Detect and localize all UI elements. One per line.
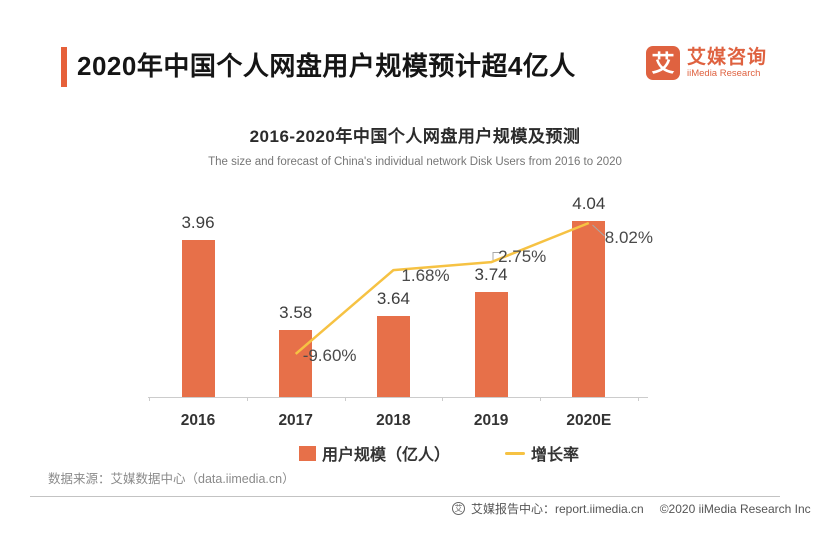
x-axis-tick xyxy=(442,397,444,401)
title-accent-bar xyxy=(61,47,67,87)
footer-divider xyxy=(30,496,780,497)
label-leader-bracket xyxy=(492,252,500,260)
x-axis-tick xyxy=(637,397,639,401)
growth-rate-label: 1.68% xyxy=(401,266,450,286)
page-title: 2020年中国个人网盘用户规模预计超4亿人 xyxy=(77,51,576,81)
bar-2020E xyxy=(572,220,606,397)
growth-rate-line-layer xyxy=(294,221,605,355)
logo-name-en: iiMedia Research xyxy=(687,67,761,79)
bar-2017 xyxy=(279,329,313,397)
x-axis-label-2017: 2017 xyxy=(278,412,313,429)
chart-title: 2016-2020年中国个人网盘用户规模及预测 xyxy=(249,127,581,146)
chart-header: 2016-2020年中国个人网盘用户规模及预测 The size and for… xyxy=(0,122,830,168)
bar-value-label: 3.58 xyxy=(279,302,313,322)
chart-plot-area: 3.96 2016 3.58 2017 3.64 2018 3.74 2019 4.04 2020… xyxy=(148,185,653,429)
bar-value-label: 3.74 xyxy=(474,265,508,284)
logo-name-cn: 艾媒咨询 xyxy=(687,46,768,68)
x-axis-label-2020E: 2020E xyxy=(566,412,612,429)
line-series-swatch xyxy=(505,451,525,455)
iimedia-footer-icon: 艾 xyxy=(452,502,465,515)
x-axis-label-2019: 2019 xyxy=(473,412,509,429)
x-axis-tick xyxy=(539,397,541,401)
growth-rate-label: 8.02% xyxy=(604,227,653,247)
data-source-note: 数据来源：艾媒数据中心（data.iimedia.cn） xyxy=(48,472,295,486)
chart-subtitle: The size and forecast of China's individ… xyxy=(208,156,622,168)
growth-rate-label: -9.60% xyxy=(302,345,357,365)
bar-value-label: 3.96 xyxy=(181,212,215,232)
growth-rate-label: 2.75% xyxy=(498,247,547,267)
x-axis-label-2016: 2016 xyxy=(180,412,216,429)
x-axis-label-2018: 2018 xyxy=(376,412,411,429)
bar-value-label: 4.04 xyxy=(572,193,606,213)
legend-line-label: 增长率 xyxy=(531,447,580,464)
iimedia-logo: 艾 艾媒咨询 iiMedia Research xyxy=(646,46,767,80)
x-axis-line xyxy=(148,397,648,398)
bar-series-swatch xyxy=(298,445,316,461)
x-axis-tick xyxy=(246,397,248,401)
x-axis-tick xyxy=(344,397,346,401)
iimedia-logo-icon: 艾 xyxy=(646,46,680,80)
legend-item-line-series: 增长率 xyxy=(505,441,579,465)
footer-copyright: ©2020 iiMedia Research Inc xyxy=(659,501,811,516)
footer-site-text: 艾媒报告中心：report.iimedia.cn xyxy=(471,502,644,516)
bar-2016 xyxy=(181,239,215,397)
legend-bar-label: 用户规模（亿人） xyxy=(321,447,450,464)
growth-rate-line xyxy=(294,221,590,355)
footer: 艾 艾媒报告中心：report.iimedia.cn ©2020 iiMedia… xyxy=(452,500,811,517)
bar-2019 xyxy=(474,292,508,397)
x-axis-tick xyxy=(149,397,151,401)
legend-item-bar-series: 用户规模（亿人） xyxy=(298,441,450,465)
bar-2018 xyxy=(376,315,410,397)
iimedia-logo-text: 艾媒咨询 iiMedia Research xyxy=(687,47,767,80)
chart-legend: 用户规模（亿人） 增长率 xyxy=(0,441,830,465)
bar-value-label: 3.64 xyxy=(376,288,410,308)
label-leader-line xyxy=(592,224,605,237)
